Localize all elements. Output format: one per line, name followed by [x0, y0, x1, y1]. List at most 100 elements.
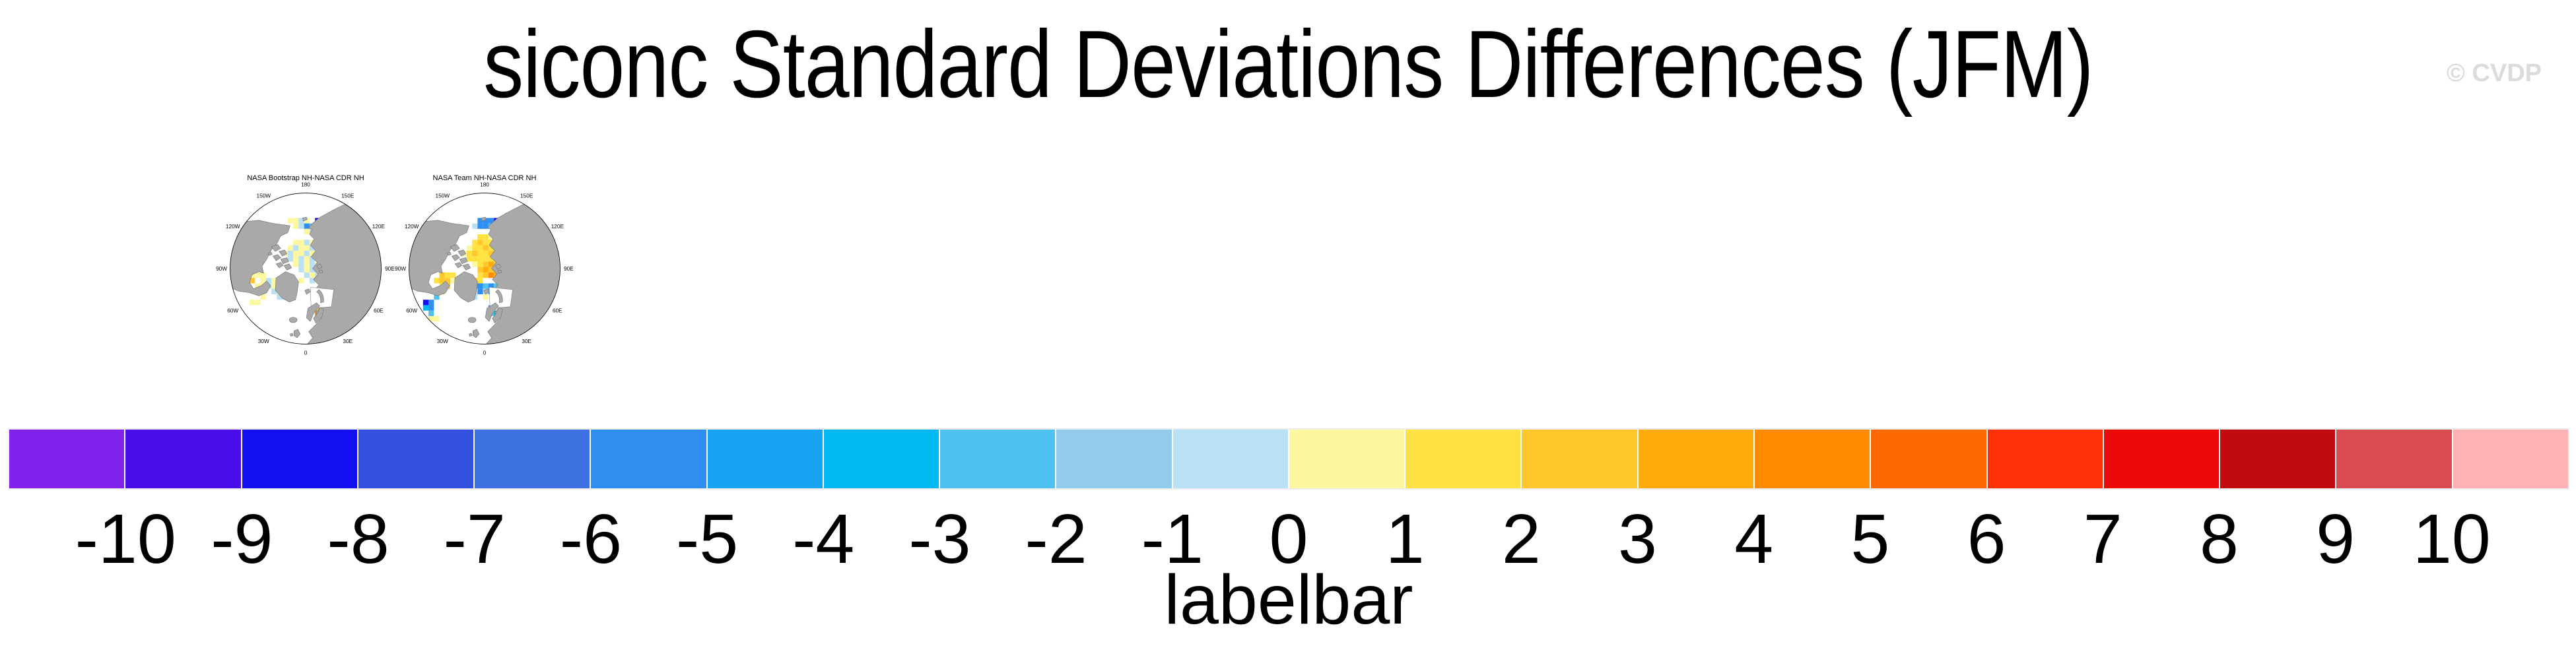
- map-cell: [483, 283, 489, 289]
- map-cell: [439, 278, 445, 284]
- map-cell: [304, 228, 310, 235]
- map-cell: [477, 218, 483, 224]
- labelbar-segment: [591, 430, 708, 488]
- map-cell: [304, 261, 310, 267]
- map-cell: [298, 261, 304, 267]
- map-cell: [423, 305, 429, 311]
- map-cell: [304, 218, 310, 224]
- map-cell: [304, 240, 310, 245]
- map-cell: [423, 300, 429, 306]
- map-cell: [477, 256, 483, 262]
- ring-label: 150E: [520, 193, 533, 199]
- map-cell: [483, 256, 489, 262]
- map-cell: [304, 272, 310, 278]
- map-cell: [298, 250, 304, 257]
- ring-label: 90W: [395, 266, 406, 272]
- map-cell: [477, 261, 483, 267]
- map-cell: [434, 315, 440, 322]
- labelbar-tick-label: -6: [559, 500, 623, 578]
- ring-label: 150W: [256, 193, 271, 199]
- labelbar-segment: [1638, 430, 1755, 488]
- map-cell: [287, 218, 294, 224]
- map-cell: [450, 278, 456, 284]
- map-cell: [477, 234, 483, 240]
- ring-label: 90E: [564, 266, 574, 272]
- labelbar-segment: [823, 430, 941, 488]
- map-cell: [466, 250, 473, 257]
- map-cell: [271, 283, 277, 289]
- map-cell: [472, 245, 478, 251]
- map-cell: [255, 272, 261, 278]
- map-cell: [298, 245, 304, 251]
- map-cell: [488, 283, 494, 289]
- map-cell: [293, 261, 299, 267]
- ring-label: 30W: [437, 339, 448, 344]
- map-cell: [250, 300, 255, 306]
- ring-label: 120E: [551, 224, 564, 230]
- ring-label: 60E: [553, 308, 562, 314]
- labelbar-tick-label: -10: [75, 500, 176, 578]
- map-panel-title: NASA Team NH-NASA CDR NH: [432, 174, 537, 182]
- ring-label: 0: [304, 350, 308, 356]
- ring-label: 60W: [227, 308, 238, 314]
- map-cell: [477, 223, 483, 229]
- map-cell: [271, 278, 277, 284]
- map-cell: [428, 310, 434, 316]
- map-cell: [472, 261, 478, 267]
- labelbar-segment: [9, 430, 126, 488]
- map-cell: [428, 305, 434, 311]
- ring-label: 90E: [385, 266, 395, 272]
- labelbar-tick-label: -7: [443, 500, 506, 578]
- labelbar-segment: [358, 430, 475, 488]
- map-cell: [483, 250, 489, 257]
- labelbar-tick-label: -2: [1025, 500, 1087, 578]
- map-cell: [483, 234, 489, 240]
- labelbar-segment: [2336, 430, 2453, 488]
- labelbar-tick-label: 0: [1269, 500, 1308, 578]
- map-cell: [271, 288, 277, 294]
- map-cell: [488, 218, 494, 224]
- map-cell: [304, 223, 310, 229]
- map-cell: [472, 223, 478, 229]
- map-cell: [309, 250, 316, 257]
- labelbar-segment: [1987, 430, 2104, 488]
- ring-label: 120W: [405, 224, 419, 230]
- map-panel-title: NASA Bootstrap NH-NASA CDR NH: [247, 174, 364, 182]
- map-cell: [293, 218, 299, 224]
- labelbar-segment: [707, 430, 824, 488]
- labelbar-segment: [475, 430, 592, 488]
- map-cell: [488, 245, 494, 251]
- map-cell: [293, 240, 299, 245]
- map-cell: [466, 245, 473, 251]
- map-cell: [483, 261, 489, 267]
- map-cell: [309, 256, 316, 262]
- labelbar-tick-label: 6: [1967, 500, 2006, 578]
- labelbar-tick-label: 8: [2199, 500, 2239, 578]
- map-cell: [255, 283, 261, 289]
- map-cell: [304, 250, 310, 257]
- page-title-text: siconc Standard Deviations Differences (…: [483, 11, 2093, 117]
- map-cell: [293, 245, 299, 251]
- map-cell: [293, 223, 299, 229]
- map-cell: [250, 272, 255, 278]
- map-cell: [309, 267, 316, 273]
- map-cell: [298, 240, 304, 245]
- labelbar-tick-label: 2: [1501, 500, 1541, 578]
- map-cell: [428, 315, 434, 322]
- ring-label: 60W: [406, 308, 417, 314]
- map-cell: [265, 278, 272, 284]
- labelbar-segment: [1522, 430, 1639, 488]
- map-cell: [483, 245, 489, 251]
- labelbar-segment: [242, 430, 358, 488]
- map-cell: [477, 245, 483, 251]
- map-cell: [477, 240, 483, 245]
- map-cell: [477, 283, 483, 289]
- map-cell: [304, 267, 310, 273]
- cvdp-watermark: © CVDP: [2446, 59, 2542, 87]
- labelbar-tick-label: 3: [1618, 500, 1658, 578]
- map-cell: [477, 272, 483, 278]
- map-cell: [488, 261, 494, 267]
- map-cell: [298, 223, 304, 229]
- labelbar-segment: [1056, 430, 1173, 488]
